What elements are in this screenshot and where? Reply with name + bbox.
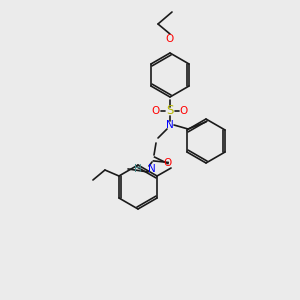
Text: O: O bbox=[164, 158, 172, 168]
Text: N: N bbox=[148, 164, 156, 174]
Text: H: H bbox=[134, 164, 142, 174]
Text: O: O bbox=[180, 106, 188, 116]
Text: O: O bbox=[152, 106, 160, 116]
Text: O: O bbox=[166, 34, 174, 44]
Text: S: S bbox=[166, 104, 174, 118]
Text: N: N bbox=[166, 120, 174, 130]
